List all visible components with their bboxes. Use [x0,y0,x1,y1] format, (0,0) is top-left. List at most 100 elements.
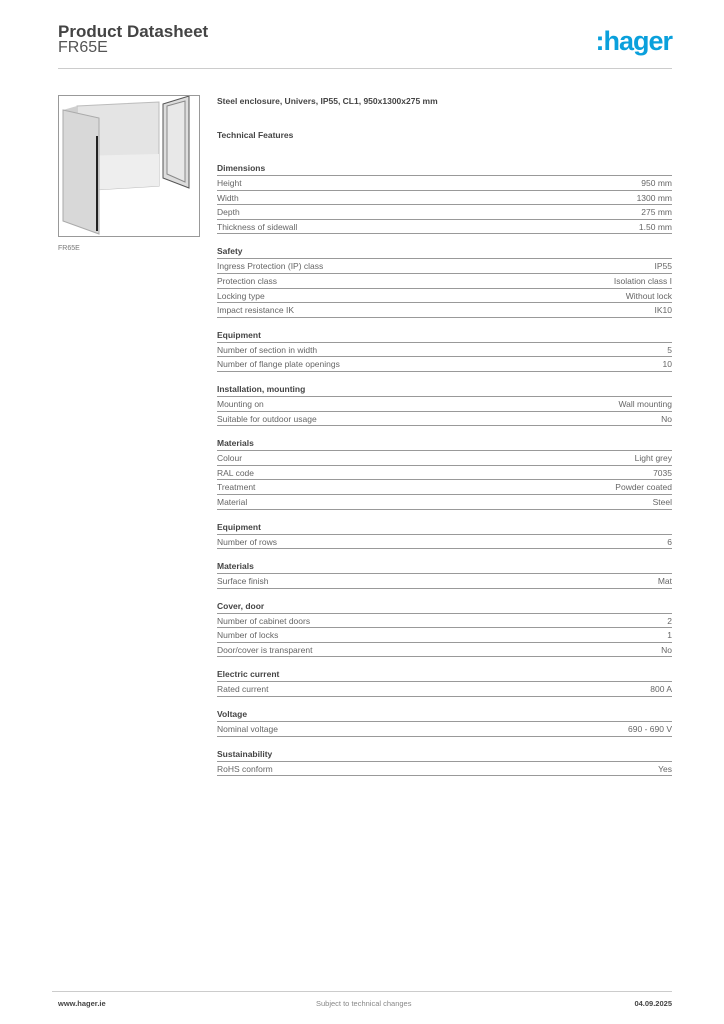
feature-label: Thickness of sidewall [217,221,298,232]
feature-value: 275 mm [641,207,672,218]
section-heading: Safety [217,244,672,260]
feature-row: Surface finish Mat [217,574,672,589]
feature-section: Equipment Number of rows 6 [217,520,672,550]
feature-value: 1300 mm [636,192,672,203]
feature-value: 1.50 mm [638,221,672,232]
footer-date: 04.09.2025 [634,999,672,1008]
feature-row: Rated current 800 A [217,682,672,698]
feature-label: Protection class [217,275,277,286]
feature-row: Locking type Without lock [217,289,672,304]
feature-section: Sustainability RoHS conform Yes [217,747,672,777]
feature-label: Mounting on [217,398,264,409]
feature-value: Steel [652,496,672,507]
section-heading: Sustainability [217,747,672,762]
feature-row: Height 950 mm [217,176,672,191]
feature-value: 10 [662,359,672,370]
feature-section: Cover, door Number of cabinet doors 2 Numbe… [217,599,672,658]
feature-row: Door/cover is transparent No [217,643,672,658]
section-heading: Materials [217,436,672,452]
feature-label: Number of locks [217,630,279,641]
feature-label: Door/cover is transparent [217,644,313,655]
section-heading: Dimensions [217,161,672,176]
feature-label: Locking type [217,290,265,301]
feature-label: Width [217,192,239,203]
feature-row: Suitable for outdoor usage No [217,412,672,427]
image-caption: FR65E [58,245,80,252]
feature-label: Rated current [217,684,269,695]
feature-value: 1 [667,630,672,641]
feature-label: Number of cabinet doors [217,615,311,626]
feature-value: Yes [658,763,672,774]
feature-label: Material [217,496,248,507]
feature-value: Mat [657,576,672,587]
feature-value: 5 [667,344,672,355]
product-code: FR65E [58,39,108,56]
feature-section: Equipment Number of section in width 5 Numb… [217,328,672,372]
feature-row: Impact resistance IK IK10 [217,303,672,318]
feature-row: RoHS conform Yes [217,762,672,777]
feature-row: Depth 275 mm [217,205,672,220]
feature-value: 7035 [653,467,672,478]
page-title: Product Datasheet [58,22,209,41]
feature-label: Height [217,178,242,188]
feature-row: Material Steel [217,495,672,510]
hager-logo: :hager [595,26,673,56]
feature-value: 2 [667,615,672,626]
feature-value: No [661,644,672,655]
feature-row: Width 1300 mm [217,191,672,206]
feature-value: 690 - 690 V [628,724,672,735]
feature-label: Number of section in width [217,344,318,355]
feature-value: 6 [667,536,672,547]
feature-section: Materials Colour Light grey RAL code 7035 Tre… [217,436,672,510]
feature-section: Installation, mounting Mounting on Wall mo… [217,382,672,427]
section-heading: Electric current [217,667,672,683]
feature-label: Impact resistance IK [217,305,295,316]
feature-label: Surface finish [217,576,269,587]
feature-value: Light grey [634,453,672,464]
feature-row: Ingress Protection (IP) class IP55 [217,259,672,274]
section-heading: Equipment [217,328,672,343]
footer-website[interactable]: www.hager.ie [58,999,106,1008]
feature-value: Wall mounting [618,398,672,409]
feature-value: No [661,413,672,424]
feature-label: Number of flange plate openings [217,359,340,370]
feature-section: Dimensions Height 950 mm Width 1300 mm Depth 2… [217,161,672,235]
feature-row: Nominal voltage 690 - 690 V [217,722,672,737]
section-heading: Cover, door [217,599,672,614]
section-heading: Installation, mounting [217,382,672,397]
feature-row: Number of rows 6 [217,535,672,550]
feature-row: Number of locks 1 [217,628,672,643]
section-heading: Voltage [217,707,672,723]
feature-section: Materials Surface finish Mat [217,559,672,589]
product-description: Steel enclosure, Univers, IP55, CL1, 950… [217,96,438,106]
feature-row: Protection class Isolation class I [217,274,672,289]
product-image [58,95,200,237]
enclosure-icon [62,96,190,235]
feature-label: Depth [217,207,240,218]
feature-value: Powder coated [615,482,672,493]
technical-features-title: Technical Features [217,130,294,140]
footer-note: Subject to technical changes [316,999,412,1008]
section-heading: Materials [217,559,672,575]
feature-label: Treatment [217,482,256,493]
feature-row: RAL code 7035 [217,466,672,481]
feature-section: Safety Ingress Protection (IP) class IP55 P… [217,244,672,318]
feature-row: Treatment Powder coated [217,480,672,495]
feature-value: 950 mm [641,178,672,188]
feature-label: RoHS conform [217,763,273,774]
feature-value: Without lock [625,290,672,301]
feature-row: Mounting on Wall mounting [217,397,672,412]
feature-row: Number of cabinet doors 2 [217,614,672,629]
feature-value: IP55 [654,261,673,272]
product-details: Steel enclosure, Univers, IP55, CL1, 950… [217,96,672,786]
feature-row: Number of flange plate openings 10 [217,357,672,372]
feature-label: Suitable for outdoor usage [217,413,317,424]
feature-value: IK10 [654,305,673,316]
section-heading: Equipment [217,520,672,535]
feature-section: Electric current Rated current 800 A [217,667,672,698]
feature-row: Number of section in width 5 [217,343,672,358]
feature-section: Voltage Nominal voltage 690 - 690 V [217,707,672,737]
feature-row: Thickness of sidewall 1.50 mm [217,220,672,235]
feature-sections: Dimensions Height 950 mm Width 1300 mm Depth 2… [217,161,672,777]
header-divider [58,68,672,69]
